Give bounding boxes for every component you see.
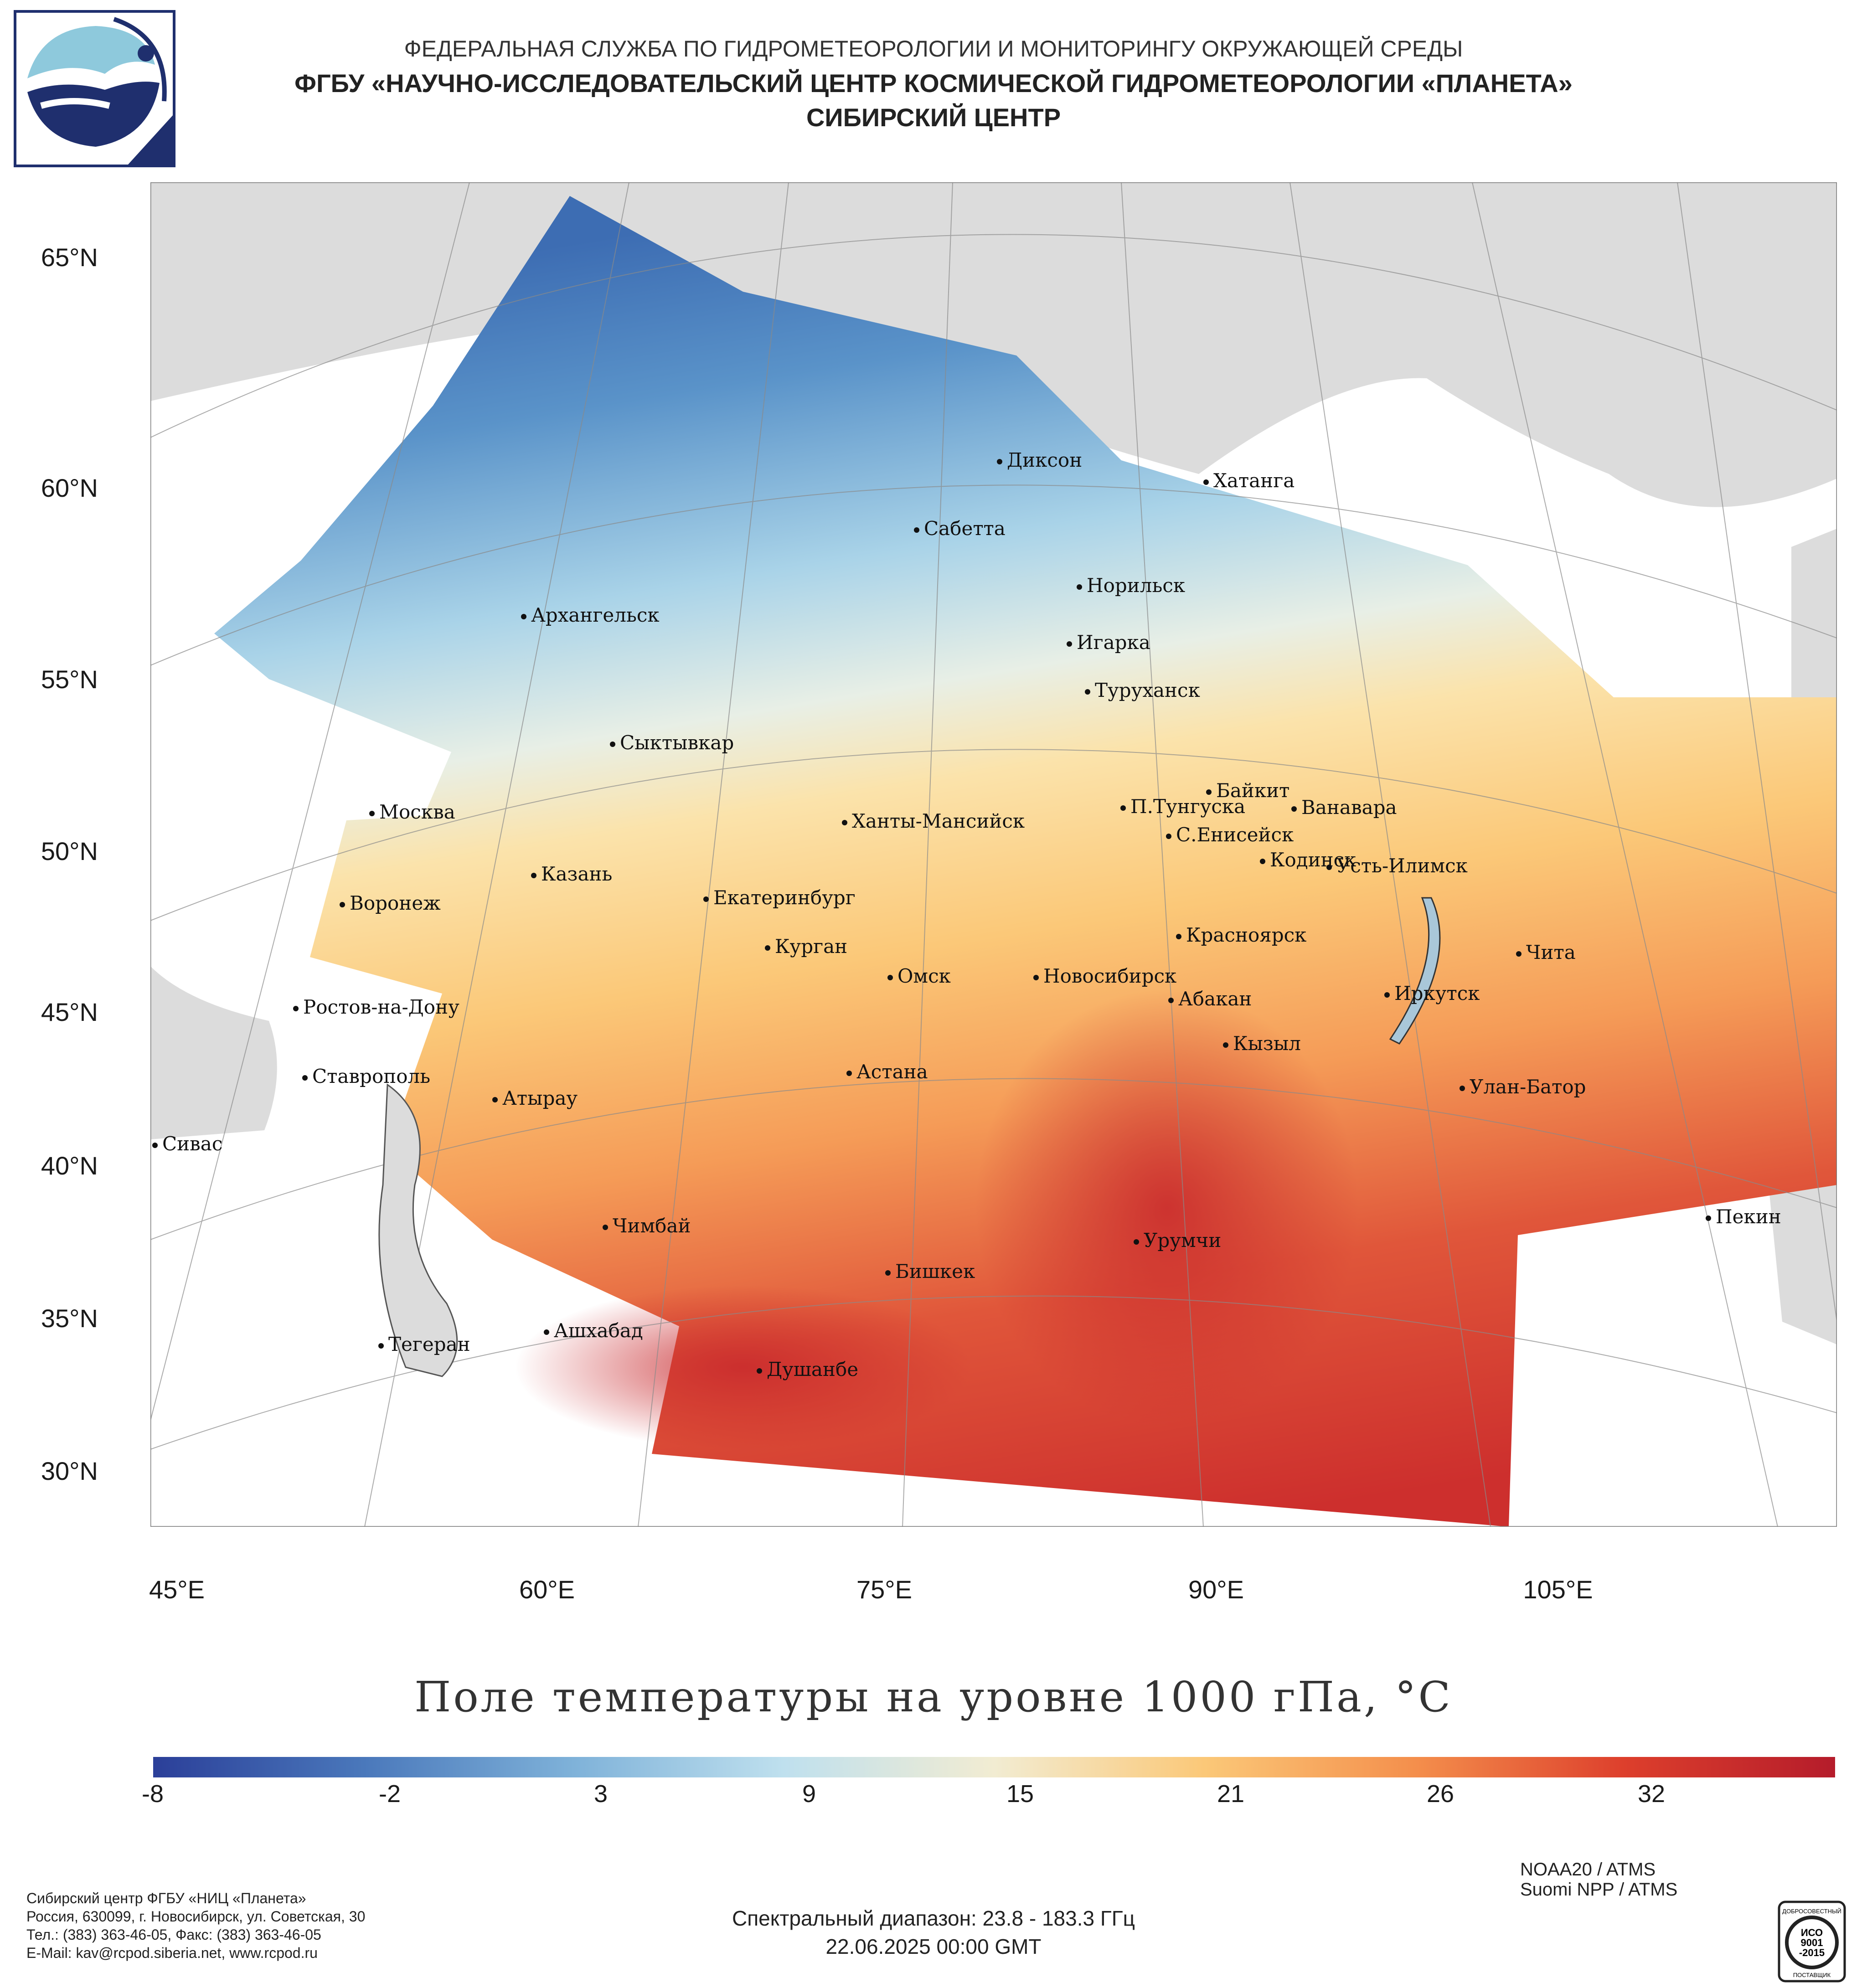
- city-beijing: Пекин: [1706, 1205, 1781, 1228]
- lake-baikal: [1389, 897, 1441, 1045]
- iso-mid-text-1: ИСО: [1801, 1927, 1823, 1938]
- org-phone: Тел.: (383) 363-46-05, Факс: (383) 363-4…: [26, 1926, 321, 1943]
- black-sea-coast: [150, 966, 277, 1139]
- spectral-info: Спектральный диапазон: 23.8 - 183.3 ГГц …: [0, 1904, 1867, 1961]
- temperature-field: [214, 196, 1837, 1527]
- header-institute: ФГБУ «НАУЧНО-ИССЛЕДОВАТЕЛЬСКИЙ ЦЕНТР КОС…: [294, 69, 1573, 98]
- city-novosibirsk: Новосибирск: [1033, 965, 1176, 987]
- city-vanavara: Ванавара: [1291, 796, 1397, 819]
- satellite-1: NOAA20 / ATMS: [1520, 1859, 1656, 1880]
- lat-label-30: 30°N: [41, 1457, 98, 1485]
- org-address: Россия, 630099, г. Новосибирск, ул. Сове…: [26, 1908, 366, 1925]
- city-yekaterinburg: Екатеринбург: [703, 886, 856, 909]
- city-bishkek: Бишкек: [885, 1260, 975, 1282]
- city-astana: Астана: [846, 1061, 928, 1083]
- city-khatanga: Хатанга: [1203, 469, 1295, 492]
- city-voronezh: Воронеж: [340, 892, 441, 914]
- colorbar-tick: 3: [593, 1780, 608, 1808]
- city-dikson: Диксон: [997, 449, 1082, 471]
- lon-label-90: 90°E: [1188, 1575, 1244, 1604]
- satellite-2: Suomi NPP / ATMS: [1520, 1880, 1678, 1900]
- yellow-sea-coast: [1769, 1162, 1837, 1344]
- org-name: Сибирский центр ФГБУ «НИЦ «Планета»: [26, 1890, 306, 1906]
- city-turukhansk: Туруханск: [1085, 679, 1200, 701]
- temperature-map: Диксон Хатанга Сабетта Норильск Архангел…: [123, 181, 1838, 1528]
- city-igarka: Игарка: [1067, 631, 1150, 654]
- city-ashgabat: Ашхабад: [544, 1319, 643, 1342]
- header-center: СИБИРСКИЙ ЦЕНТР: [806, 103, 1061, 132]
- lon-label-75: 75°E: [856, 1575, 913, 1604]
- city-sivas: Сивас: [152, 1133, 222, 1155]
- city-kazan: Казань: [531, 863, 612, 885]
- city-krasnoyarsk: Красноярск: [1176, 924, 1306, 946]
- colorbar-tick: -8: [141, 1780, 164, 1808]
- colorbar-tick: 15: [1006, 1780, 1034, 1808]
- caspian-sea: [378, 1083, 458, 1377]
- city-kodinsk: Кодинск: [1260, 849, 1356, 871]
- iso-bottom-text: ПОСТАВЩИК: [1793, 1972, 1831, 1978]
- lon-label-45: 45°E: [149, 1575, 205, 1604]
- colorbar: [153, 1757, 1835, 1777]
- lon-label-105: 105°E: [1523, 1575, 1593, 1604]
- chart-title: Поле температуры на уровне 1000 гПа, °C: [414, 1673, 1453, 1721]
- city-tehran: Тегеран: [378, 1333, 470, 1355]
- city-ulan-bator: Улан-Батор: [1460, 1076, 1586, 1098]
- city-sabetta: Сабетта: [914, 517, 1006, 540]
- city-moscow: Москва: [369, 801, 455, 823]
- city-chita: Чита: [1516, 941, 1576, 963]
- colorbar-tick: -2: [378, 1780, 401, 1808]
- city-atyrau: Атырау: [492, 1087, 578, 1109]
- city-urumqi: Урумчи: [1134, 1229, 1221, 1252]
- city-kurgan: Курган: [765, 935, 847, 958]
- lat-label-35: 35°N: [41, 1304, 98, 1333]
- lat-label-55: 55°N: [41, 665, 98, 694]
- city-s-yeniseysk: С.Енисейск: [1166, 824, 1294, 846]
- hot-anomaly: [975, 989, 1358, 1427]
- iso-badge: ДОБРОСОВЕСТНЫЙ ИСО 9001 -2015 ПОСТАВЩИК: [1778, 1900, 1846, 1983]
- lat-label-60: 60°N: [41, 474, 98, 502]
- city-dushanbe: Душанбе: [757, 1358, 858, 1380]
- colorbar-tick: 26: [1426, 1780, 1454, 1808]
- lat-label-40: 40°N: [41, 1151, 98, 1180]
- lon-label-60: 60°E: [519, 1575, 575, 1604]
- city-p-tunguska: П.Тунгуска: [1120, 795, 1245, 818]
- org-email: E-Mail: kav@rcpod.siberia.net, www.rcpod…: [26, 1945, 318, 1961]
- observation-datetime: 22.06.2025 00:00 GMT: [825, 1935, 1042, 1958]
- city-stavropol: Ставрополь: [302, 1065, 430, 1087]
- city-syktyvkar: Сыктывкар: [610, 731, 734, 754]
- spectral-range: Спектральный диапазон: 23.8 - 183.3 ГГц: [732, 1906, 1135, 1930]
- city-arkhangelsk: Архангельск: [521, 604, 660, 626]
- city-norilsk: Норильск: [1077, 574, 1185, 597]
- lat-label-45: 45°N: [41, 998, 98, 1026]
- colorbar-tick: 9: [802, 1780, 816, 1808]
- header-agency: ФЕДЕРАЛЬНАЯ СЛУЖБА ПО ГИДРОМЕТЕОРОЛОГИИ …: [404, 36, 1463, 62]
- city-khanty-mansiysk: Ханты-Мансийск: [842, 810, 1025, 832]
- city-chimbay: Чимбай: [603, 1215, 691, 1237]
- iso-mid-text-3: -2015: [1799, 1947, 1825, 1958]
- city-ust-ilimsk: Усть-Илимск: [1326, 855, 1468, 877]
- city-rostov-na-donu: Ростов-на-Дону: [293, 996, 459, 1018]
- lat-label-65: 65°N: [41, 243, 98, 272]
- planeta-logo: [14, 10, 175, 167]
- satellite-sources: NOAA20 / ATMS Suomi NPP / ATMS: [1520, 1859, 1677, 1900]
- colorbar-tick: 21: [1217, 1780, 1245, 1808]
- hot-anomaly-southwest: [515, 1285, 971, 1449]
- organization-contacts: Сибирский центр ФГБУ «НИЦ «Планета» Росс…: [26, 1889, 365, 1962]
- iso-mid-text-2: 9001: [1801, 1937, 1823, 1948]
- city-abakan: Абакан: [1168, 988, 1252, 1010]
- city-omsk: Омск: [887, 965, 951, 987]
- lat-label-50: 50°N: [41, 837, 98, 865]
- city-kyzyl: Кызыл: [1223, 1032, 1301, 1055]
- city-irkutsk: Иркутск: [1384, 982, 1480, 1004]
- colorbar-tick: 32: [1637, 1780, 1666, 1808]
- city-baykit: Байкит: [1206, 779, 1289, 802]
- iso-top-text: ДОБРОСОВЕСТНЫЙ: [1782, 1908, 1841, 1915]
